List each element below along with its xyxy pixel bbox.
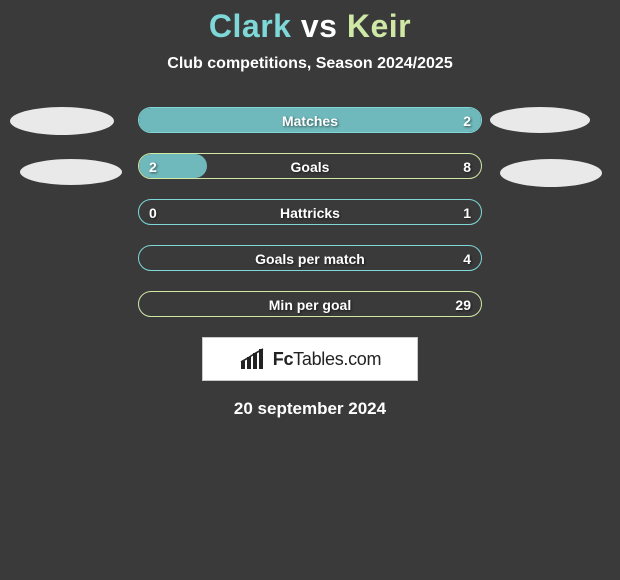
player1-name: Clark (209, 8, 292, 44)
decor-ellipse (20, 159, 122, 185)
stat-right-value: 2 (463, 108, 471, 133)
title: Clark vs Keir (0, 8, 620, 45)
stat-label: Goals per match (139, 246, 481, 271)
logo-text: FcTables.com (273, 349, 381, 370)
decor-ellipse (10, 107, 114, 135)
source-logo: FcTables.com (202, 337, 418, 381)
stat-left-value: 0 (149, 200, 157, 225)
stat-label: Min per goal (139, 292, 481, 317)
stat-label: Goals (139, 154, 481, 179)
decor-ellipse (500, 159, 602, 187)
stat-row: Goals2 8 (138, 153, 482, 179)
stat-right-value: 8 (463, 154, 471, 179)
player2-name: Keir (347, 8, 411, 44)
date: 20 september 2024 (0, 399, 620, 419)
logo-main: Tables (293, 349, 343, 369)
title-vs: vs (301, 8, 338, 44)
stat-left-value: 2 (149, 154, 157, 179)
decor-ellipse (490, 107, 590, 133)
stat-row: Goals per match4 (138, 245, 482, 271)
subtitle: Club competitions, Season 2024/2025 (0, 55, 620, 73)
stat-right-value: 1 (463, 200, 471, 225)
stat-row: Hattricks0 1 (138, 199, 482, 225)
stat-row: Min per goal29 (138, 291, 482, 317)
stat-right-value: 29 (455, 292, 471, 317)
logo-prefix: Fc (273, 349, 293, 369)
stat-label: Hattricks (139, 200, 481, 225)
stats-area: Matches2Goals28Hattricks01Goals per matc… (0, 107, 620, 317)
comparison-card: Clark vs Keir Club competitions, Season … (0, 0, 620, 419)
stat-row: Matches2 (138, 107, 482, 133)
stat-right-value: 4 (463, 246, 471, 271)
bars-icon (239, 347, 267, 371)
stat-label: Matches (139, 108, 481, 133)
logo-suffix: .com (343, 349, 381, 369)
